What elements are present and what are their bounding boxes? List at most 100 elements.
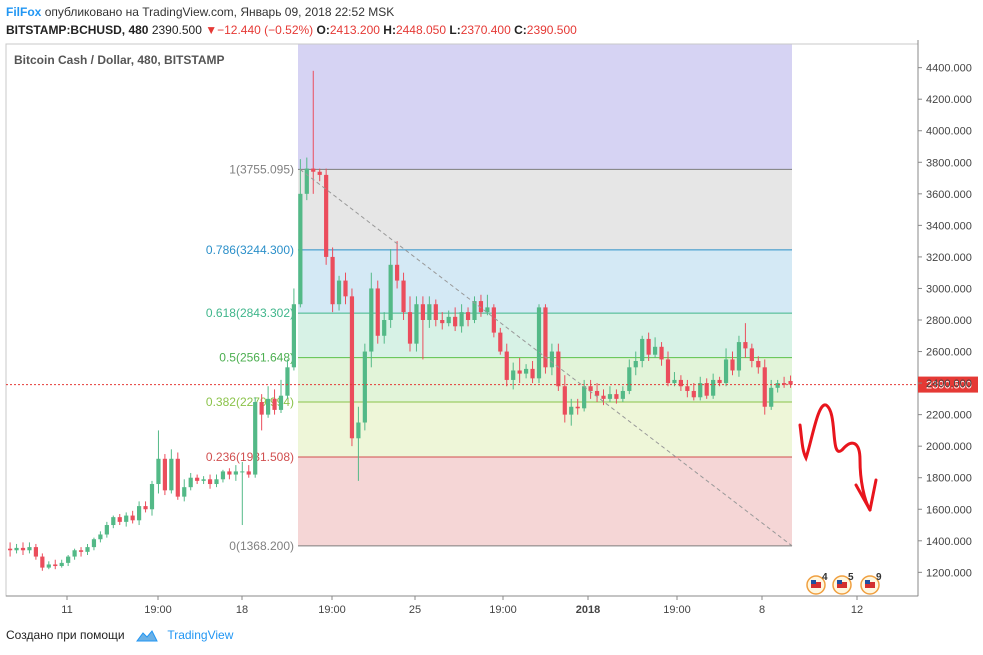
fib-zone (298, 169, 792, 250)
candle-body (201, 479, 206, 481)
tradingview-link[interactable]: TradingView (167, 628, 234, 642)
candle-body (53, 564, 58, 567)
low-value: 2370.400 (460, 23, 511, 37)
candle-body (401, 280, 406, 313)
candle-body (704, 383, 709, 396)
candle-body (240, 471, 245, 473)
candle-body (395, 264, 400, 281)
candle-body (511, 370, 516, 380)
candle-body (85, 547, 90, 552)
x-tick-label: 18 (236, 604, 248, 616)
candle-body (91, 539, 97, 548)
candle-body (672, 379, 677, 384)
candle-body (562, 386, 567, 415)
fib-zone-top (298, 44, 792, 170)
candle-body (143, 506, 148, 510)
symbol-label[interactable]: BITSTAMP:BCHUSD, 480 (6, 23, 149, 37)
us-flag-icon (811, 582, 821, 588)
candle-body (356, 422, 361, 439)
candle-body (788, 381, 793, 385)
candle-body (349, 296, 355, 439)
forecast-arrow-head (854, 478, 878, 512)
candle-body (20, 547, 26, 551)
x-tick-label: 12 (851, 604, 863, 616)
last-price-tag (918, 376, 978, 393)
candle-body (517, 370, 522, 374)
candle-body (646, 338, 651, 355)
candle-body (543, 307, 548, 368)
candle-body (233, 471, 238, 475)
candle-body (175, 458, 180, 497)
candle-body (736, 342, 742, 371)
candle-body (414, 304, 419, 344)
candle-body (678, 379, 683, 387)
candle-body (524, 368, 529, 374)
candle-body (472, 301, 477, 320)
candle-body (59, 562, 64, 567)
candle-body (330, 256, 335, 305)
candle-body (769, 387, 774, 407)
candle-body (182, 487, 187, 497)
author-link[interactable]: FilFox (6, 5, 42, 19)
candle-body (723, 359, 729, 384)
x-tick-label: 19:00 (489, 604, 517, 616)
x-tick-label: 8 (759, 604, 765, 616)
y-tick-label: 4400.000 (926, 63, 972, 75)
fib-zone (298, 402, 792, 457)
candle-body (8, 548, 13, 551)
candle-body (691, 390, 696, 398)
candle-body (407, 312, 413, 344)
candle-body (530, 368, 535, 379)
candle-body (207, 479, 213, 485)
x-tick-label: 25 (409, 604, 421, 616)
candle-body (756, 361, 761, 368)
fib-level-label: 0.382(2279.994) (206, 395, 294, 409)
candle-body (588, 386, 593, 391)
close-value: 2390.500 (526, 23, 577, 37)
y-tick-label: 3000.000 (926, 283, 972, 295)
candle-body (730, 359, 735, 371)
y-tick-label: 3400.000 (926, 220, 972, 232)
candle-body (343, 280, 348, 297)
candle-body (749, 348, 754, 362)
footer: Создано при помощи TradingView (6, 626, 233, 644)
candle-body (272, 398, 277, 410)
x-tick-label: 19:00 (144, 604, 172, 616)
publish-line: FilFox опубликовано на TradingView.com, … (6, 3, 976, 21)
candle-body (259, 402, 264, 415)
candle-body (601, 395, 606, 399)
candle-body (665, 359, 671, 384)
candle-body (149, 484, 155, 510)
candle-body (433, 304, 438, 320)
candle-body (698, 383, 703, 398)
candle-body (33, 547, 38, 557)
open-value: 2413.200 (329, 23, 380, 37)
candle-body (78, 550, 84, 552)
event-badge-count: 4 (822, 572, 828, 583)
event-badge-count: 9 (876, 572, 882, 583)
candle-body (498, 332, 503, 352)
fib-zone (298, 456, 792, 546)
candle-body (594, 390, 600, 396)
candle-body (614, 394, 619, 399)
candle-body (98, 534, 103, 540)
candle-body (427, 304, 432, 320)
price-chart[interactable]: 1(3755.095) 0.786(3244.300) 0.618(2843.302… (0, 40, 983, 620)
candle-body (375, 288, 380, 336)
x-tick-label: 11 (61, 604, 72, 616)
candle-body (227, 471, 232, 475)
fib-trend-line (299, 168, 793, 547)
candle-body (304, 168, 309, 194)
candle-body (220, 471, 226, 480)
candle-body (504, 351, 509, 380)
candle-body (382, 320, 387, 336)
us-flag-icon (837, 582, 847, 588)
candle-body (27, 547, 32, 551)
candle-body (485, 307, 490, 313)
candle-body (66, 556, 71, 563)
x-tick-label: 19:00 (663, 604, 691, 616)
x-tick-label: 2018 (576, 604, 600, 616)
candle-body (465, 312, 471, 320)
candle-body (111, 517, 116, 526)
candle-body (14, 547, 19, 551)
